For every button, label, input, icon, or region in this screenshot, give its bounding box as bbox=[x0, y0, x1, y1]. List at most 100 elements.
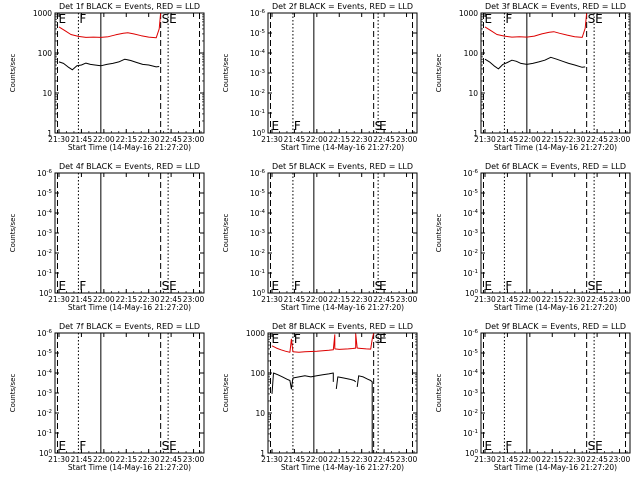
chart-title: Det 9f BLACK = Events, RED = LLD bbox=[485, 322, 626, 331]
chart-title: Det 3f BLACK = Events, RED = LLD bbox=[485, 2, 626, 11]
event-marker-label: E bbox=[379, 332, 387, 346]
event-marker-label: E bbox=[379, 279, 387, 293]
event-marker-label: F bbox=[294, 332, 301, 346]
event-marker-label: F bbox=[294, 119, 301, 133]
plot-frame bbox=[54, 12, 205, 134]
plot-frame bbox=[480, 332, 631, 454]
chart-panel-6: Det 6f BLACK = Events, RED = LLD Counts/s… bbox=[435, 162, 631, 312]
x-tick-label: 21:45 bbox=[497, 455, 519, 464]
plot-frame bbox=[267, 172, 418, 294]
x-tick-label: 21:45 bbox=[497, 295, 519, 304]
y-tick-label: 10-4 bbox=[250, 209, 266, 218]
chart-panel-1: Det 1f BLACK = Events, RED = LLD Counts/s… bbox=[9, 2, 205, 152]
y-tick-label: 10-1 bbox=[250, 109, 265, 118]
y-tick-label: 10-4 bbox=[37, 369, 53, 378]
chart-panel-8: Det 8f BLACK = Events, RED = LLD Counts/s… bbox=[222, 322, 418, 472]
y-tick-label: 100 bbox=[252, 129, 266, 138]
y-tick-label: 10-1 bbox=[463, 429, 478, 438]
event-marker-label: F bbox=[79, 279, 86, 293]
x-tick-label: 22:30 bbox=[138, 455, 160, 464]
chart-panel-4: Det 4f BLACK = Events, RED = LLD Counts/s… bbox=[9, 162, 205, 312]
y-tick-label: 10-5 bbox=[37, 349, 53, 358]
x-tick-label: 21:45 bbox=[71, 295, 93, 304]
event-marker-label: E bbox=[379, 119, 387, 133]
y-tick-label: 1 bbox=[47, 129, 52, 138]
y-tick-label: 10-5 bbox=[463, 349, 479, 358]
event-marker-label: S bbox=[162, 12, 170, 26]
x-tick-label: 23:00 bbox=[183, 135, 205, 144]
chart-title: Det 8f BLACK = Events, RED = LLD bbox=[272, 322, 413, 331]
x-axis-label: Start Time (14-May-16 21:27:20) bbox=[68, 463, 191, 472]
x-axis-label: Start Time (14-May-16 21:27:20) bbox=[281, 303, 404, 312]
y-tick-label: 10 bbox=[42, 89, 52, 98]
chart-title: Det 5f BLACK = Events, RED = LLD bbox=[272, 162, 413, 171]
y-tick-label: 100 bbox=[251, 369, 266, 378]
event-marker-label: E bbox=[271, 119, 279, 133]
x-tick-label: 23:00 bbox=[609, 135, 631, 144]
x-tick-label: 22:30 bbox=[564, 135, 586, 144]
x-tick-label: 22:00 bbox=[93, 455, 115, 464]
y-tick-label: 10-3 bbox=[250, 229, 266, 238]
y-tick-label: 10-1 bbox=[250, 269, 265, 278]
y-tick-label: 100 bbox=[464, 49, 479, 58]
y-tick-label: 10-2 bbox=[463, 409, 478, 418]
x-tick-label: 22:45 bbox=[586, 135, 608, 144]
chart-title: Det 7f BLACK = Events, RED = LLD bbox=[59, 322, 200, 331]
plot-frame bbox=[267, 332, 418, 454]
y-tick-label: 10-6 bbox=[250, 9, 266, 18]
y-tick-label: 10-2 bbox=[250, 89, 265, 98]
x-tick-label: 22:45 bbox=[160, 135, 182, 144]
x-tick-label: 23:00 bbox=[396, 295, 418, 304]
x-tick-label: 21:30 bbox=[261, 455, 283, 464]
event-marker-label: E bbox=[484, 439, 492, 453]
lld-series-line bbox=[292, 334, 336, 353]
event-marker-label: E bbox=[169, 279, 177, 293]
x-tick-label: 23:00 bbox=[609, 295, 631, 304]
x-tick-label: 22:00 bbox=[519, 135, 541, 144]
event-marker-label: S bbox=[162, 279, 170, 293]
chart-title: Det 6f BLACK = Events, RED = LLD bbox=[485, 162, 626, 171]
event-marker-label: E bbox=[58, 279, 66, 293]
x-tick-label: 21:30 bbox=[261, 135, 283, 144]
x-tick-label: 22:15 bbox=[541, 455, 563, 464]
y-tick-label: 10-3 bbox=[463, 229, 479, 238]
y-tick-label: 10-6 bbox=[463, 329, 479, 338]
event-marker-label: E bbox=[484, 12, 492, 26]
x-tick-label: 22:15 bbox=[328, 295, 350, 304]
x-tick-label: 21:30 bbox=[261, 295, 283, 304]
events-series-line bbox=[292, 372, 334, 382]
y-tick-label: 10-1 bbox=[463, 269, 478, 278]
x-tick-label: 21:30 bbox=[474, 455, 496, 464]
y-tick-label: 100 bbox=[38, 49, 53, 58]
event-marker-label: S bbox=[375, 332, 383, 346]
x-tick-label: 22:45 bbox=[586, 455, 608, 464]
y-tick-label: 10-1 bbox=[37, 269, 52, 278]
event-marker-label: F bbox=[294, 279, 301, 293]
y-tick-label: 1 bbox=[473, 129, 478, 138]
x-tick-label: 21:30 bbox=[48, 295, 70, 304]
event-marker-label: F bbox=[505, 279, 512, 293]
x-axis-label: Start Time (14-May-16 21:27:20) bbox=[68, 303, 191, 312]
chart-title: Det 1f BLACK = Events, RED = LLD bbox=[59, 2, 200, 11]
lld-series-line bbox=[484, 13, 588, 38]
event-marker-label: E bbox=[169, 439, 177, 453]
x-tick-label: 21:45 bbox=[284, 295, 306, 304]
x-tick-label: 22:00 bbox=[93, 135, 115, 144]
x-tick-label: 22:15 bbox=[115, 135, 137, 144]
event-marker-label: E bbox=[595, 279, 603, 293]
x-tick-label: 21:30 bbox=[474, 135, 496, 144]
y-tick-label: 100 bbox=[39, 449, 53, 458]
x-axis-label: Start Time (14-May-16 21:27:20) bbox=[281, 463, 404, 472]
y-tick-label: 10-3 bbox=[37, 229, 53, 238]
x-tick-label: 22:00 bbox=[519, 295, 541, 304]
x-tick-label: 22:45 bbox=[373, 455, 395, 464]
x-tick-label: 22:30 bbox=[138, 135, 160, 144]
event-marker-label: S bbox=[588, 12, 596, 26]
y-axis-label: Counts/sec bbox=[222, 214, 230, 253]
event-marker-label: E bbox=[169, 12, 177, 26]
event-marker-label: E bbox=[595, 439, 603, 453]
x-axis-label: Start Time (14-May-16 21:27:20) bbox=[494, 143, 617, 152]
y-tick-label: 100 bbox=[39, 289, 53, 298]
y-tick-label: 1000 bbox=[459, 9, 478, 18]
events-series-line bbox=[335, 376, 357, 389]
